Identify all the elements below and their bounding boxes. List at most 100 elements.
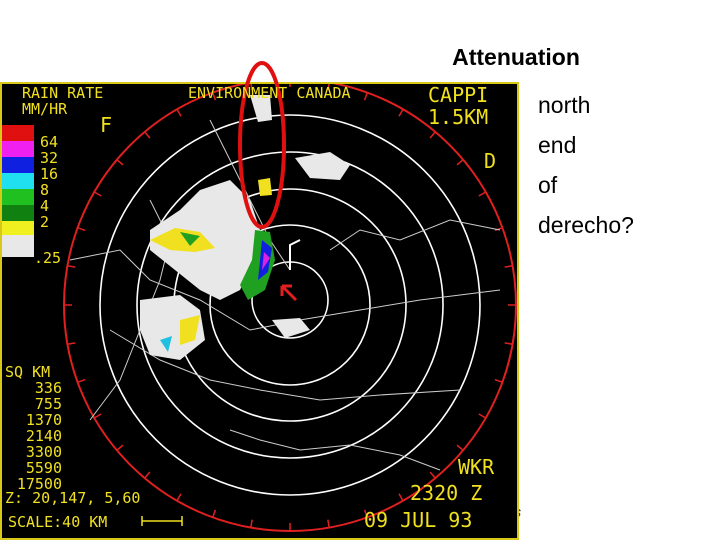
legend-label: 2 [40, 213, 49, 231]
azimuth-tick [77, 226, 86, 232]
azimuth-tick [363, 509, 369, 518]
range-ring [209, 224, 371, 386]
azimuth-tick [250, 519, 253, 528]
map-line [229, 429, 441, 471]
echo [160, 336, 172, 352]
scale-bar [141, 516, 183, 526]
area-value: 3300 [26, 443, 62, 461]
echo [262, 252, 270, 270]
z-info: Z: 20,147, 5,60 [5, 489, 140, 507]
swatch [2, 141, 34, 157]
swatch [2, 189, 34, 205]
azimuth-tick [429, 131, 436, 139]
header-center: ENVIRONMENT CANADA [188, 84, 351, 102]
azimuth-ticks [64, 84, 516, 531]
bullets: • north • end • of • derecho? [508, 92, 634, 238]
highlight-oval [238, 61, 286, 229]
map-line [289, 239, 301, 270]
echoes [140, 95, 350, 360]
bullet-text: of [538, 172, 558, 198]
azimuth-tick [456, 159, 464, 166]
azimuth-tick [211, 509, 217, 518]
azimuth-tick [116, 159, 124, 166]
date: 09 JUL 93 [364, 508, 472, 532]
range-rings [99, 114, 481, 496]
swatch [2, 125, 34, 141]
azimuth-tick [250, 84, 253, 91]
azimuth-tick [327, 519, 330, 528]
azimuth-tick [504, 342, 513, 345]
echo [295, 152, 350, 180]
bullet-text: north [538, 92, 590, 118]
range-ring [136, 151, 444, 459]
azimuth-tick [93, 413, 102, 419]
station: WKR [458, 455, 495, 479]
azimuth-tick [504, 265, 513, 268]
azimuth-tick [494, 226, 503, 232]
header-left: RAIN RATE [22, 84, 103, 102]
azimuth-tick [67, 265, 76, 268]
header-right: CAPPI [428, 83, 488, 107]
legend-label: .25 [34, 249, 61, 267]
legend-label: 8 [40, 181, 49, 199]
area-value: 17500 [17, 475, 62, 493]
time: 2320 Z [410, 481, 482, 505]
area-value: 5590 [26, 459, 62, 477]
azimuth-tick [478, 413, 487, 419]
azimuth-tick [327, 84, 330, 91]
area-value: 755 [35, 395, 62, 413]
echo [180, 315, 200, 345]
swatch [2, 173, 34, 189]
legend-label: 32 [40, 149, 58, 167]
arrow [280, 284, 298, 302]
slide-title: Attenuation [452, 44, 580, 70]
range-ring [99, 114, 481, 496]
azimuth-tick [363, 92, 369, 101]
azimuth-tick [67, 342, 76, 345]
map-line [109, 329, 461, 401]
swatch [2, 235, 34, 257]
azimuth-tick [93, 191, 102, 197]
scale-label: SCALE:40 KM [8, 513, 107, 531]
azimuth-tick [398, 493, 404, 502]
area-value: 1370 [26, 411, 62, 429]
azimuth-tick [116, 444, 124, 451]
header-left: MM/HR [22, 100, 68, 118]
bullet-text: derecho? [538, 212, 634, 238]
azimuth-tick [429, 471, 436, 479]
echo [180, 232, 200, 246]
azimuth-tick [478, 191, 487, 197]
radar-background [0, 82, 519, 540]
area-value: 336 [35, 379, 62, 397]
legend-label: 16 [40, 165, 58, 183]
echo [258, 178, 272, 196]
map-line [329, 219, 501, 251]
map-line [69, 249, 501, 331]
echo [140, 295, 205, 360]
echo [150, 228, 215, 252]
legend-label: 64 [40, 133, 58, 151]
swatch [2, 157, 34, 173]
azimuth-tick [211, 92, 217, 101]
radar-image: RAIN RATE MM/HR F ENVIRONMENT CANADA CAP… [0, 61, 519, 540]
azimuth-tick [77, 378, 86, 384]
azimuth-tick [144, 131, 151, 139]
area-value: 2140 [26, 427, 62, 445]
legend-label: 4 [40, 197, 49, 215]
radar-scope [63, 84, 517, 532]
swatch [2, 205, 34, 221]
area-title: SQ KM [5, 363, 50, 381]
azimuth-tick [176, 108, 182, 117]
swatch [2, 221, 34, 235]
azimuth-tick [176, 493, 182, 502]
azimuth-tick [144, 471, 151, 479]
header-right: 1.5KM [428, 105, 488, 129]
label: D [484, 149, 496, 173]
echo [272, 318, 310, 338]
echo [250, 95, 272, 122]
legend-swatches [2, 125, 34, 257]
azimuth-tick [456, 444, 464, 451]
bullet-text: end [538, 132, 576, 158]
azimuth-tick [398, 108, 404, 117]
